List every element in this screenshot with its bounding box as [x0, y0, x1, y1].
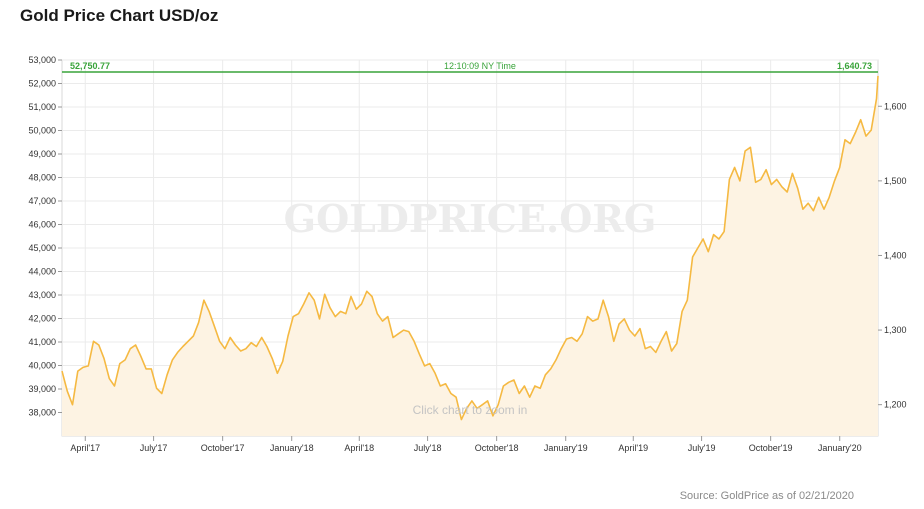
right-axis-tick-label: 1,600: [884, 101, 907, 111]
left-axis-tick-label: 38,000: [28, 408, 56, 418]
left-axis-tick-label: 53,000: [28, 55, 56, 65]
x-axis-tick-label: October'17: [201, 443, 245, 453]
x-axis-tick-label: July'19: [688, 443, 716, 453]
left-axis-tick-label: 40,000: [28, 361, 56, 371]
price-line: [61, 75, 879, 421]
left-axis-tick-label: 39,000: [28, 384, 56, 394]
right-axis-tick-label: 1,500: [884, 176, 907, 186]
x-axis-tick-label: January'19: [544, 443, 588, 453]
right-axis-tick-label: 1,200: [884, 400, 907, 410]
left-axis-tick-label: 51,000: [28, 102, 56, 112]
left-axis-tick-label: 52,000: [28, 79, 56, 89]
left-axis-tick-label: 44,000: [28, 267, 56, 277]
left-axis-tick-label: 41,000: [28, 337, 56, 347]
ny-time-label: 12:10:09 NY Time: [444, 61, 516, 71]
x-axis-tick-label: April'19: [618, 443, 648, 453]
x-axis: April'17 July'17 October'17 January'18 April…: [70, 436, 862, 453]
left-axis-tick-label: 45,000: [28, 243, 56, 253]
left-axis-tick-label: 46,000: [28, 220, 56, 230]
left-axis-tick-label: 43,000: [28, 290, 56, 300]
x-axis-tick-label: April'17: [70, 443, 100, 453]
current-price-left-label: 52,750.77: [70, 61, 110, 71]
left-axis-tick-label: 50,000: [28, 126, 56, 136]
zoom-hint: Click chart to zoom in: [413, 403, 528, 417]
x-axis-tick-label: July'17: [140, 443, 168, 453]
watermark: GOLDPRICE.ORG: [284, 196, 657, 241]
source-note: Source: GoldPrice as of 02/21/2020: [679, 490, 854, 502]
right-axis-tick-label: 1,400: [884, 250, 907, 260]
left-axis-tick-label: 49,000: [28, 149, 56, 159]
x-axis-tick-label: October'19: [749, 443, 793, 453]
page-title: Gold Price Chart USD/oz: [20, 6, 219, 25]
x-axis-tick-label: January'18: [270, 443, 314, 453]
gold-price-chart[interactable]: GOLDPRICE.ORG Click chart to zoom in 52,…: [0, 0, 924, 480]
left-axis: 38,000 39,000 40,000 41,000 42,000 43,000 44,0…: [28, 55, 62, 418]
left-axis-tick-label: 47,000: [28, 196, 56, 206]
current-price-right-label: 1,640.73: [837, 61, 872, 71]
x-axis-tick-label: July'18: [414, 443, 442, 453]
left-axis-tick-label: 48,000: [28, 173, 56, 183]
right-axis: 1,200 1,300 1,400 1,500 1,600: [878, 101, 907, 410]
left-axis-tick-label: 42,000: [28, 314, 56, 324]
x-axis-tick-label: April'18: [344, 443, 374, 453]
x-axis-tick-label: January'20: [818, 443, 862, 453]
x-axis-tick-label: October'18: [475, 443, 519, 453]
right-axis-tick-label: 1,300: [884, 325, 907, 335]
